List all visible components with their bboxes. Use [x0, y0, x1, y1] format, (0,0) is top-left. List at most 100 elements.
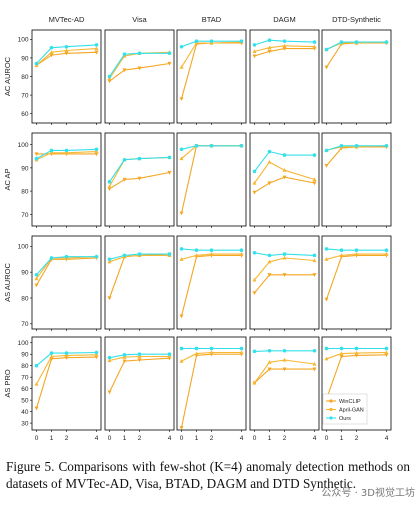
data-point-april-gan: [209, 350, 214, 355]
data-point-ours: [267, 149, 272, 154]
data-point-ours: [167, 252, 172, 256]
x-tick-label: 4: [168, 435, 172, 442]
data-point-ours: [339, 40, 344, 44]
data-point-winclip: [107, 79, 112, 84]
series-line-winclip: [35, 356, 97, 409]
data-point-ours: [179, 147, 184, 152]
series-line-ours: [36, 148, 97, 160]
data-point-winclip: [179, 314, 184, 319]
data-point-ours: [49, 148, 54, 153]
series-line-winclip: [36, 257, 97, 286]
data-point-april-gan: [312, 361, 317, 366]
data-point-april-gan: [282, 43, 287, 48]
y-tick-label: 90: [21, 55, 29, 62]
data-point-winclip: [107, 390, 112, 395]
data-point-april-gan: [312, 177, 317, 182]
data-point-april-gan: [282, 255, 287, 260]
data-point-april-gan: [324, 356, 329, 361]
y-tick-label: 40: [21, 409, 29, 416]
row-ylabel: AS AUROC: [3, 263, 12, 302]
data-point-winclip: [94, 355, 99, 360]
panel-frame: [104, 132, 175, 227]
series-line-winclip: [325, 354, 387, 400]
series-line-winclip: [109, 171, 170, 190]
data-point-winclip: [137, 176, 142, 181]
data-point-ours: [339, 248, 344, 253]
panel-frame: [104, 235, 175, 330]
panel-frame: [31, 132, 102, 227]
data-point-ours: [107, 355, 112, 360]
data-point-ours: [209, 39, 214, 43]
data-point-winclip: [324, 65, 329, 70]
data-point-april-gan: [34, 381, 39, 386]
data-point-ours: [34, 61, 39, 66]
series-line-ours: [36, 44, 97, 64]
series-line-april-gan: [181, 351, 242, 362]
y-tick-label: 80: [21, 189, 29, 196]
data-point-april-gan: [324, 257, 329, 261]
data-point-winclip: [252, 190, 257, 195]
data-point-april-gan: [94, 149, 99, 154]
data-point-winclip: [64, 51, 69, 56]
data-point-ours: [209, 248, 214, 253]
data-point-ours: [384, 248, 389, 253]
data-point-winclip: [122, 68, 127, 73]
data-point-winclip: [282, 47, 287, 51]
data-point-ours: [312, 253, 317, 258]
data-point-ours: [354, 40, 359, 44]
series-line-ours: [181, 145, 242, 150]
data-point-ours: [64, 351, 69, 355]
series-line-winclip: [254, 368, 315, 384]
data-point-ours: [137, 352, 142, 357]
data-point-winclip: [34, 152, 39, 157]
data-point-april-gan: [384, 350, 389, 355]
x-tick-label: 4: [95, 435, 99, 442]
series-line-ours: [109, 156, 170, 183]
data-point-winclip: [312, 181, 317, 186]
y-tick-label: 100: [18, 142, 29, 149]
series-line-ours: [326, 145, 387, 151]
row-ylabel: AS PRO: [3, 369, 12, 398]
data-point-april-gan: [107, 358, 112, 363]
data-point-ours: [384, 40, 389, 44]
data-point-ours: [312, 348, 317, 353]
data-point-ours: [252, 43, 257, 47]
y-tick-label: 80: [21, 295, 29, 302]
data-point-winclip: [267, 273, 272, 277]
data-point-ours: [179, 44, 184, 49]
series-line-april-gan: [109, 254, 170, 263]
data-point-winclip: [324, 163, 329, 168]
data-point-ours: [354, 346, 359, 351]
data-point-ours: [179, 346, 184, 351]
figure-caption: Figure 5. Comparisons with few-shot (K=4…: [6, 459, 410, 491]
data-point-ours: [64, 254, 69, 259]
data-point-april-gan: [107, 259, 112, 264]
series-line-winclip: [109, 357, 170, 393]
legend-label: April-GAN: [339, 408, 364, 414]
data-point-ours: [324, 47, 329, 52]
series-line-april-gan: [326, 351, 387, 360]
data-point-april-gan: [49, 150, 54, 155]
data-point-april-gan: [267, 159, 272, 164]
data-point-ours: [312, 40, 317, 44]
data-point-april-gan: [49, 354, 54, 359]
data-point-ours: [209, 346, 214, 351]
series-line-ours: [109, 353, 170, 359]
data-point-ours: [282, 348, 287, 353]
panel-frame: [31, 336, 102, 431]
panel-frame: [249, 132, 320, 227]
series-line-april-gan: [254, 359, 315, 384]
x-tick-label: 1: [268, 435, 272, 442]
x-tick-label: 2: [210, 435, 214, 442]
series-line-winclip: [254, 274, 315, 294]
x-tick-label: 1: [50, 435, 54, 442]
y-tick-label: 60: [21, 386, 29, 393]
data-point-april-gan: [267, 360, 272, 364]
data-point-ours: [107, 74, 112, 79]
series-line-ours: [109, 253, 170, 260]
data-point-ours: [354, 143, 359, 148]
data-point-ours: [339, 143, 344, 148]
data-point-april-gan: [339, 351, 344, 356]
series-line-april-gan: [254, 45, 315, 52]
data-point-winclip: [354, 353, 359, 358]
